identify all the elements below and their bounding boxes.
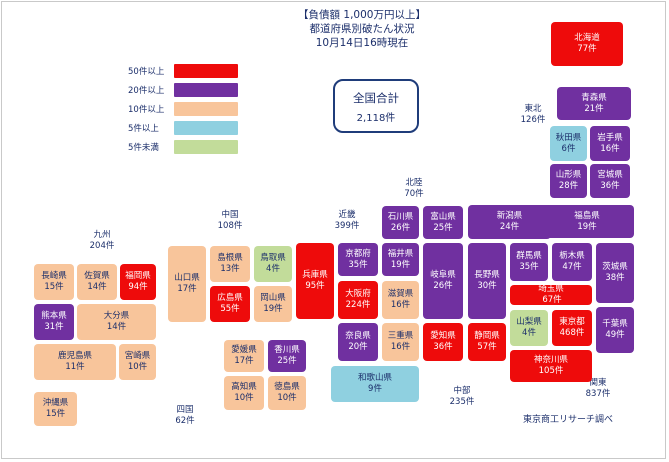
pref-okayama[interactable]: 岡山県 19件 [254, 286, 292, 322]
legend-swatch [174, 102, 238, 116]
pref-kochi[interactable]: 高知県 10件 [224, 376, 264, 410]
region-label-kanto: 関東 837件 [585, 378, 611, 399]
region-label-chubu: 中部 235件 [449, 386, 475, 407]
pref-fukui[interactable]: 福井県 19件 [382, 243, 419, 276]
pref-nagasaki[interactable]: 長崎県 15件 [34, 264, 74, 300]
legend-item: 5件未満 [122, 138, 242, 157]
pref-shiga[interactable]: 滋賀県 16件 [382, 281, 419, 319]
pref-aomori[interactable]: 青森県 21件 [557, 87, 631, 120]
legend-label: 5件以上 [128, 124, 159, 134]
pref-okinawa[interactable]: 沖縄県 15件 [34, 392, 77, 426]
pref-niigata[interactable]: 新潟県 24件 [468, 205, 551, 239]
pref-saga[interactable]: 佐賀県 14件 [77, 264, 117, 300]
pref-yamagata[interactable]: 山形県 28件 [550, 164, 587, 198]
pref-nara[interactable]: 奈良県 20件 [338, 323, 378, 361]
legend: 50件以上 20件以上 10件以上 5件以上 5件未満 [122, 62, 242, 157]
legend-swatch [174, 83, 238, 97]
legend-label: 10件以上 [128, 105, 165, 115]
pref-hiroshima[interactable]: 広島県 55件 [210, 286, 250, 322]
pref-wakayama[interactable]: 和歌山県 9件 [331, 366, 419, 402]
pref-saitama[interactable]: 埼玉県 67件 [510, 285, 592, 305]
region-label-hokuriku: 北陸 70件 [404, 178, 424, 199]
pref-kanagawa[interactable]: 神奈川県 105件 [510, 350, 592, 382]
pref-gunma[interactable]: 群馬県 35件 [510, 243, 548, 281]
pref-ehime[interactable]: 愛媛県 17件 [224, 340, 264, 372]
national-total-box: 全国合計 2,118件 [333, 79, 419, 133]
pref-mie[interactable]: 三重県 16件 [382, 323, 419, 361]
region-label-kyushu: 九州 204件 [89, 230, 115, 251]
pref-yamaguchi[interactable]: 山口県 17件 [168, 246, 206, 322]
legend-label: 5件未満 [128, 143, 159, 153]
pref-yamanashi[interactable]: 山梨県 4件 [510, 310, 548, 346]
pref-chiba[interactable]: 千葉県 49件 [596, 307, 634, 353]
pref-shimane[interactable]: 島根県 13件 [210, 246, 250, 282]
pref-shizuoka[interactable]: 静岡県 57件 [468, 323, 506, 361]
pref-tottori[interactable]: 鳥取県 4件 [254, 246, 292, 282]
legend-label: 50件以上 [128, 67, 165, 77]
pref-iwate[interactable]: 岩手県 16件 [590, 126, 630, 161]
pref-fukushima[interactable]: 福島県 19件 [540, 205, 634, 238]
legend-item: 50件以上 [122, 62, 242, 81]
pref-akita[interactable]: 秋田県 6件 [550, 126, 587, 161]
region-label-tohoku: 東北 126件 [520, 104, 546, 125]
pref-osaka[interactable]: 大阪府 224件 [338, 281, 378, 319]
pref-kyoto[interactable]: 京都府 35件 [338, 243, 378, 276]
pref-kagoshima[interactable]: 鹿児島県 11件 [34, 344, 116, 380]
pref-hyogo[interactable]: 兵庫県 95件 [296, 243, 334, 319]
pref-oita[interactable]: 大分県 14件 [77, 304, 156, 340]
pref-miyagi[interactable]: 宮城県 36件 [590, 164, 630, 198]
pref-gifu[interactable]: 岐阜県 26件 [423, 243, 463, 319]
pref-tokyo[interactable]: 東京都 468件 [552, 310, 592, 346]
pref-miyazaki[interactable]: 宮崎県 10件 [119, 344, 156, 380]
legend-item: 20件以上 [122, 81, 242, 100]
source-credit: 東京商工リサーチ調べ [523, 415, 614, 425]
legend-swatch [174, 64, 238, 78]
legend-item: 5件以上 [122, 119, 242, 138]
legend-label: 20件以上 [128, 86, 165, 96]
region-label-shikoku: 四国 62件 [175, 405, 195, 426]
pref-hokkaido[interactable]: 北海道 77件 [551, 22, 623, 66]
pref-kagawa[interactable]: 香川県 25件 [268, 340, 306, 372]
pref-tokushima[interactable]: 徳島県 10件 [268, 376, 306, 410]
pref-fukuoka[interactable]: 福岡県 94件 [120, 264, 156, 300]
legend-swatch [174, 140, 238, 154]
pref-nagano[interactable]: 長野県 30件 [468, 243, 506, 319]
national-total-value: 2,118件 [356, 113, 396, 124]
legend-item: 10件以上 [122, 100, 242, 119]
title-line-3: 10月14日16時現在 [315, 37, 409, 49]
pref-tochigi[interactable]: 栃木県 47件 [552, 243, 592, 281]
national-total-label: 全国合計 [353, 91, 399, 105]
page-title: 【負債額 1,000万円以上】 都道府県別破たん状況 10月14日16時現在 [262, 8, 462, 50]
title-line-2: 都道府県別破たん状況 [309, 23, 415, 35]
region-label-chugoku: 中国 108件 [217, 210, 243, 231]
pref-ishikawa[interactable]: 石川県 26件 [382, 206, 419, 239]
pref-aichi[interactable]: 愛知県 36件 [423, 323, 463, 361]
pref-kumamoto[interactable]: 熊本県 31件 [34, 304, 74, 340]
title-line-1: 【負債額 1,000万円以上】 [298, 9, 426, 21]
legend-swatch [174, 121, 238, 135]
region-label-kinki: 近畿 399件 [334, 210, 360, 231]
pref-toyama[interactable]: 富山県 25件 [423, 206, 463, 239]
pref-ibaraki[interactable]: 茨城県 38件 [596, 243, 634, 303]
